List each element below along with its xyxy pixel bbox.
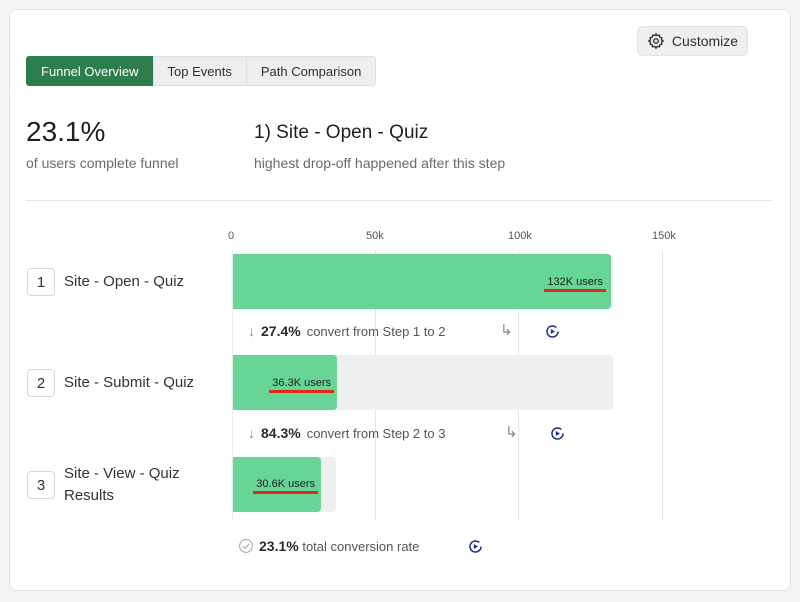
return-arrow-icon[interactable]: ↳ xyxy=(500,322,513,339)
tab-path-comparison[interactable]: Path Comparison xyxy=(245,56,377,86)
play-icon[interactable] xyxy=(467,538,484,555)
completion-rate: 23.1% xyxy=(26,116,106,147)
dropoff-caption: highest drop-off happened after this ste… xyxy=(254,155,506,171)
customize-label: Customize xyxy=(671,33,739,49)
play-icon[interactable] xyxy=(544,323,561,340)
step-1-users-label: 132K users xyxy=(544,276,606,292)
gear-icon xyxy=(647,32,665,50)
gridline-150k xyxy=(662,250,663,520)
step-name-2: Site - Submit - Quiz xyxy=(64,374,195,391)
dropoff-step-title: 1) Site - Open - Quiz xyxy=(254,122,429,143)
tab-top-events[interactable]: Top Events xyxy=(152,56,247,86)
step-number-3: 3 xyxy=(27,471,55,499)
return-arrow-icon[interactable]: ↳ xyxy=(505,424,518,441)
completion-caption: of users complete funnel xyxy=(26,155,179,171)
total-conversion: 23.1% total conversion rate xyxy=(259,538,419,554)
step-2-users-label: 36.3K users xyxy=(269,377,334,393)
total-conversion-text: total conversion rate xyxy=(302,539,420,554)
step-name-3: Site - View - Quiz Results xyxy=(64,465,180,504)
step-2-bar[interactable] xyxy=(233,355,337,410)
conversion-row-1-2: ↓ 27.4% convert from Step 1 to 2 xyxy=(248,323,445,339)
step-1-bar[interactable] xyxy=(233,254,611,309)
conversion-rate-1-2: 27.4% xyxy=(261,323,301,339)
axis-tick-150k: 150k xyxy=(652,230,676,242)
conversion-rate-2-3: 84.3% xyxy=(261,425,301,441)
view-tabs: Funnel Overview Top Events Path Comparis… xyxy=(26,56,377,86)
axis-zero-line xyxy=(232,250,233,520)
step-number-1: 1 xyxy=(27,268,55,296)
arrow-down-icon: ↓ xyxy=(248,425,255,441)
total-conversion-rate: 23.1% xyxy=(259,538,299,554)
axis-tick-100k: 100k xyxy=(508,230,532,242)
axis-tick-50k: 50k xyxy=(366,230,384,242)
play-icon[interactable] xyxy=(549,425,566,442)
tab-funnel-overview[interactable]: Funnel Overview xyxy=(26,56,154,86)
step-3-users-label: 30.6K users xyxy=(253,478,318,494)
conversion-row-2-3: ↓ 84.3% convert from Step 2 to 3 xyxy=(248,425,445,441)
section-divider xyxy=(26,200,772,201)
axis-tick-0: 0 xyxy=(228,230,235,242)
step-number-2: 2 xyxy=(27,369,55,397)
conversion-text-1-2: convert from Step 1 to 2 xyxy=(306,323,446,339)
check-circle-icon xyxy=(239,539,253,553)
arrow-down-icon: ↓ xyxy=(248,323,255,339)
step-3-bar[interactable] xyxy=(233,457,321,512)
step-name-1: Site - Open - Quiz xyxy=(64,273,185,290)
customize-button[interactable]: Customize xyxy=(637,26,748,56)
conversion-text-2-3: convert from Step 2 to 3 xyxy=(306,425,446,441)
